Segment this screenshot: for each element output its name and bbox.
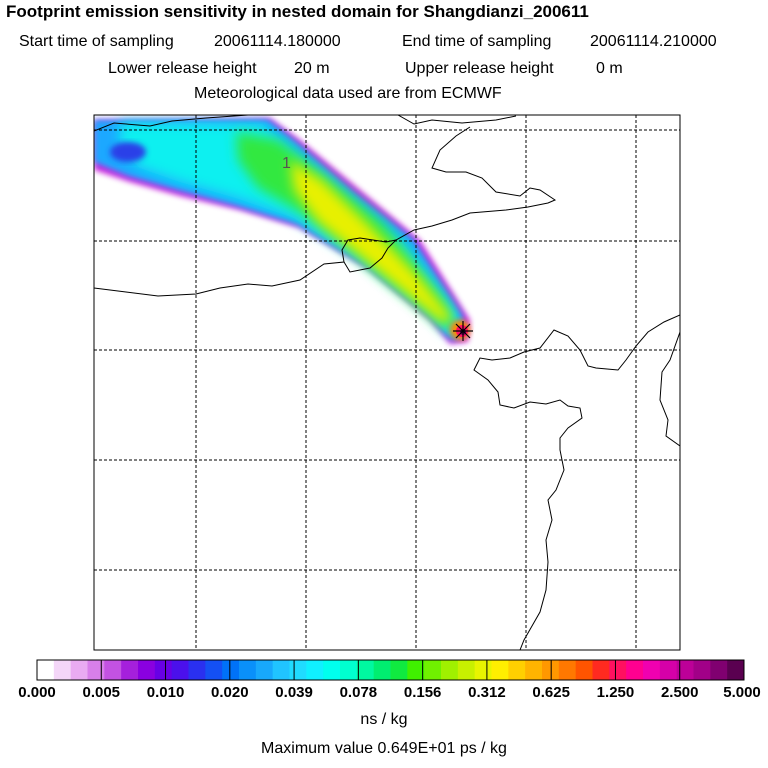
colorbar-swatch (693, 660, 711, 680)
coastline-bay-top (94, 126, 557, 297)
colorbar-swatch (255, 660, 274, 680)
colorbar-swatch (323, 660, 341, 680)
coastline-peninsula (343, 239, 397, 273)
colorbar-swatch (710, 660, 728, 680)
maximum-value-note: Maximum value 0.649E+01 ps / kg (261, 740, 507, 757)
colorbar-tick-label: 0.020 (211, 684, 249, 701)
colorbar-units: ns / kg (360, 711, 408, 728)
start-time-value: 20061114.180000 (214, 33, 341, 50)
colorbar-swatch (659, 660, 678, 680)
colorbar-tick-label: 0.039 (275, 684, 313, 701)
coastline-korea-east (659, 331, 680, 447)
colorbar-tick-label: 2.500 (660, 684, 699, 701)
colorbar-swatch (525, 660, 543, 680)
colorbar-swatch (457, 660, 476, 680)
coastline-korea (473, 314, 680, 650)
colorbar-tick-label: 0.625 (532, 684, 570, 701)
plot-title: Footprint emission sensitivity in nested… (6, 2, 589, 21)
colorbar-swatch (70, 660, 88, 680)
colorbar-tick-label: 0.010 (146, 684, 185, 701)
colorbar-swatch (626, 660, 644, 680)
receptor-station-marker (453, 321, 473, 341)
lower-release-label: Lower release height (108, 60, 257, 77)
colorbar-swatch (171, 660, 189, 680)
colorbar-swatch (138, 660, 156, 680)
plume-yellow (290, 160, 452, 324)
colorbar-swatch (407, 660, 425, 680)
colorbar-swatch (222, 660, 240, 680)
coastline-east-north (397, 115, 517, 125)
colorbar-swatch (727, 660, 745, 680)
upper-release-label: Upper release height (405, 60, 554, 77)
colorbar-swatch (542, 660, 560, 680)
colorbar-swatch (239, 660, 257, 680)
end-time-value: 20061114.210000 (590, 33, 717, 50)
colorbar-swatch (188, 660, 206, 680)
upper-release-value: 0 m (596, 60, 623, 77)
colorbar-tick-label: 0.156 (403, 684, 442, 701)
colorbar-swatch (53, 660, 72, 680)
colorbar-swatch (121, 660, 139, 680)
cluster-label: 1 (282, 155, 291, 172)
end-time-label: End time of sampling (402, 33, 552, 50)
colorbar-swatch (340, 660, 358, 680)
colorbar-swatch (373, 660, 391, 680)
colorbar-swatch (154, 660, 173, 680)
colorbar-swatch (424, 660, 442, 680)
colorbar-tick-label: 1.250 (596, 684, 635, 701)
met-source-note: Meteorological data used are from ECMWF (194, 85, 502, 102)
colorbar-tick-label: 0.078 (339, 684, 378, 701)
colorbar-swatch (272, 660, 290, 680)
colorbar-swatch (37, 660, 55, 680)
colorbar-tick-label: 0.000 (18, 684, 56, 701)
colorbar-swatch (87, 660, 105, 680)
colorbar-tick-label: 0.005 (82, 684, 121, 701)
grid-lines (94, 115, 680, 650)
colorbar-swatch (575, 660, 593, 680)
map-frame (93, 114, 681, 651)
colorbar-swatch (643, 660, 661, 680)
colorbar-swatch (441, 660, 459, 680)
plume-cyan (120, 122, 458, 334)
colorbar-tick-label: 5.000 (723, 684, 761, 701)
colorbar-swatch (390, 660, 408, 680)
colorbar-swatch (491, 660, 509, 680)
colorbar-tick-label: 0.312 (468, 684, 506, 701)
colorbar-swatch (104, 660, 122, 680)
colorbar-swatch (205, 660, 223, 680)
lower-release-value: 20 m (294, 60, 330, 77)
colorbar (36, 659, 745, 681)
start-time-label: Start time of sampling (19, 33, 174, 50)
plume-layer (94, 118, 470, 344)
colorbar-swatch (474, 660, 492, 680)
colorbar-swatch (306, 660, 324, 680)
plume-blotch (110, 142, 146, 162)
coastline-north (94, 115, 249, 132)
colorbar-swatch (592, 660, 610, 680)
colorbar-swatch (558, 660, 577, 680)
colorbar-swatch (676, 660, 694, 680)
colorbar-swatch (356, 660, 375, 680)
colorbar-swatch (289, 660, 307, 680)
colorbar-swatch (609, 660, 627, 680)
coastline-layer (94, 115, 680, 650)
colorbar-swatch (508, 660, 526, 680)
